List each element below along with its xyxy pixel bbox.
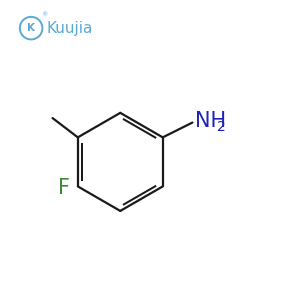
Text: K: K xyxy=(27,23,35,33)
Text: ®: ® xyxy=(41,13,47,18)
Text: F: F xyxy=(58,178,70,198)
Text: 2: 2 xyxy=(217,120,226,134)
Text: NH: NH xyxy=(195,111,226,131)
Text: Kuujia: Kuujia xyxy=(47,21,93,36)
